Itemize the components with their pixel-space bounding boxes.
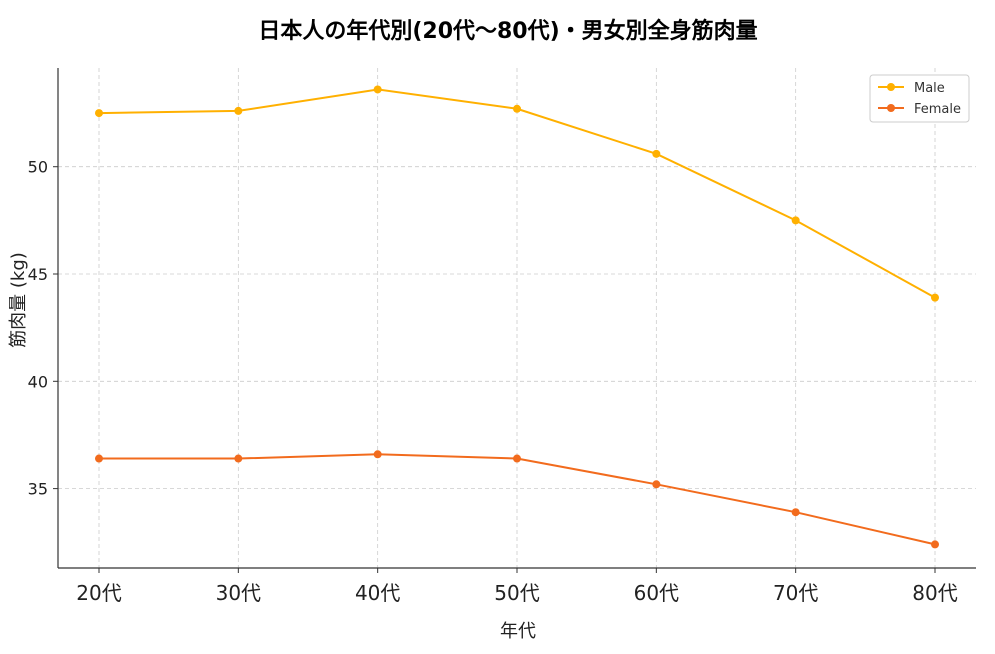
female-data-point [95,454,103,463]
x-tick-label: 80代 [912,581,957,605]
y-axis-label: 筋肉量 (kg) [8,252,29,348]
x-tick-label: 30代 [216,581,261,605]
x-tick-label: 20代 [76,581,121,605]
male-data-point [931,293,939,302]
female-data-point [652,480,661,489]
male-data-point [373,85,382,94]
male-data-point [234,106,243,115]
y-tick-label: 45 [28,265,48,284]
y-tick-label: 40 [28,372,48,391]
male-data-point [652,149,661,158]
tick-labels: 20代 30代 40代 50代 60代 70代 80代 35 40 45 50 [28,158,958,605]
x-axis-label: 年代 [500,621,536,642]
x-tick-label: 40代 [355,581,400,605]
legend-marker-male [887,83,895,91]
female-data-point [234,454,243,463]
female-data-point [373,450,382,459]
legend-label-male: Male [914,81,945,96]
x-tick-label: 50代 [494,581,539,605]
x-tick-label: 60代 [634,581,679,605]
male-data-point [791,216,800,225]
legend-label-female: Female [914,102,961,117]
y-tick-label: 50 [28,158,48,177]
chart-title: 日本人の年代別(20代〜80代)・男女別全身筋肉量 [258,18,757,44]
male-data-point [95,109,103,118]
series-lines [95,85,939,549]
legend: Male Female [869,74,970,123]
female-data-point [931,540,939,549]
y-tick-label: 35 [28,480,48,499]
x-tick-label: 70代 [773,581,818,605]
female-data-point [513,454,521,463]
axes [53,68,976,573]
male-data-point [513,104,521,113]
female-data-point [791,508,800,517]
legend-marker-female [887,104,895,112]
grid-lines [58,68,976,568]
